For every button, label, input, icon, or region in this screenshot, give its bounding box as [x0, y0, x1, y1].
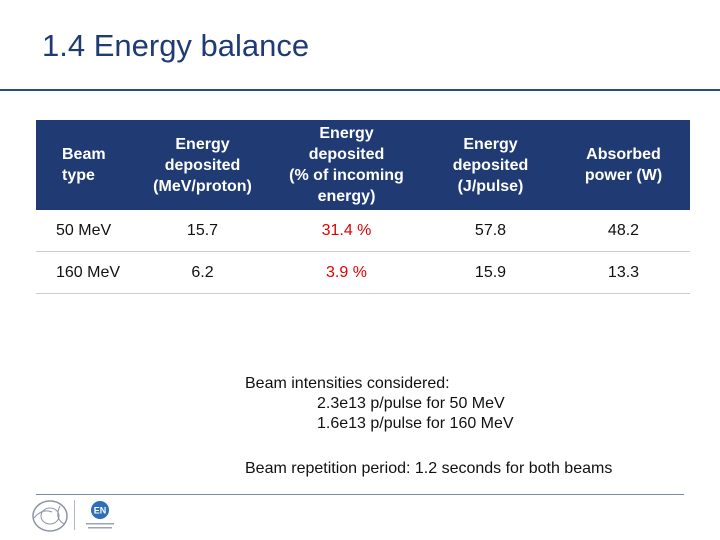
cern-logo [32, 500, 68, 532]
header-energy-j-pulse: Energy deposited (J/pulse) [424, 120, 557, 210]
header-line: Energy [175, 135, 230, 153]
header-line: power (W) [584, 167, 663, 184]
header-line: (% of incoming [289, 167, 404, 184]
repetition-period: Beam repetition period: 1.2 seconds for … [245, 460, 613, 477]
cell-energy-percent: 3.9 % [269, 251, 424, 294]
header-line: (MeV/proton) [153, 177, 252, 195]
header-line: Energy [463, 135, 518, 153]
table-row: 160 MeV 6.2 3.9 % 15.9 13.3 [36, 251, 690, 294]
cell-beam-type: 160 MeV [36, 251, 136, 294]
intensities-label: Beam intensities considered: [245, 375, 450, 392]
cell-energy-percent: 31.4 % [269, 210, 424, 252]
en-department-logo: EN [86, 501, 114, 529]
table-header-row: Beam type Energy deposited (MeV/proton) … [36, 120, 690, 210]
header-energy-mev-proton: Energy deposited (MeV/proton) [136, 120, 269, 210]
header-line: deposited [452, 156, 529, 174]
intensity-line: 1.6e13 p/pulse for 160 MeV [317, 415, 514, 432]
footer-logos: EN [30, 498, 120, 536]
footer-rule [36, 494, 684, 495]
header-line: deposited [308, 146, 385, 163]
en-logo-text: EN [94, 506, 107, 516]
header-line: type [62, 167, 95, 184]
header-energy-percent: Energy deposited (% of incoming energy) [269, 120, 424, 210]
header-beam-type: Beam type [36, 120, 136, 210]
slide-title: 1.4 Energy balance [42, 28, 310, 63]
title-rule [0, 89, 720, 91]
cell-energy-j-pulse: 57.8 [424, 210, 557, 252]
energy-balance-table: Beam type Energy deposited (MeV/proton) … [36, 120, 690, 294]
table-row: 50 MeV 15.7 31.4 % 57.8 48.2 [36, 210, 690, 252]
intensity-line: 2.3e13 p/pulse for 50 MeV [317, 395, 505, 412]
logo-divider [74, 500, 75, 530]
header-line: deposited [164, 156, 241, 174]
cell-absorbed-power: 13.3 [557, 251, 690, 294]
header-line: (J/pulse) [457, 177, 524, 195]
cell-energy-mev-proton: 6.2 [136, 251, 269, 294]
cell-energy-mev-proton: 15.7 [136, 210, 269, 252]
header-line: energy) [317, 188, 376, 205]
header-line: Absorbed [586, 146, 661, 163]
cell-energy-j-pulse: 15.9 [424, 251, 557, 294]
notes-block: Beam intensities considered: 2.3e13 p/pu… [245, 374, 612, 479]
cell-absorbed-power: 48.2 [557, 210, 690, 252]
cell-beam-type: 50 MeV [36, 210, 136, 252]
header-line: Energy [319, 125, 374, 142]
header-absorbed-power: Absorbed power (W) [557, 120, 690, 210]
header-line: Beam [62, 146, 106, 163]
